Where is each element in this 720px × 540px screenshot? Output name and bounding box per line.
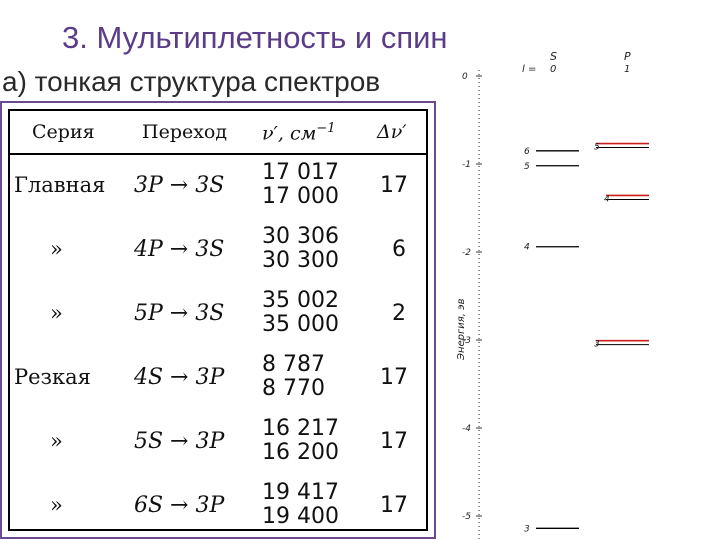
p-column-l: 1	[624, 64, 630, 75]
series-cell: Резкая	[14, 365, 91, 389]
l-header: l =	[522, 64, 536, 75]
axis-tick-label: -1	[462, 160, 471, 170]
transition-cell: 4S → 3P	[134, 365, 225, 390]
s-column-name: S	[550, 50, 557, 63]
energy-level-diagram: Энергия, эв 0 -1 -2 -3 -4 -5 l = S 0 P 1 6 5 4 3…	[456, 50, 649, 540]
header-series: Серия	[32, 121, 95, 143]
transition-cell: 5S → 3P	[134, 429, 225, 454]
delta-cell: 17	[380, 365, 408, 390]
axis-tick-label: 0	[462, 72, 468, 82]
frequency-cell-2: 17 000	[262, 184, 339, 209]
axis-tick-label: -3	[462, 336, 471, 346]
series-cell: Главная	[14, 173, 106, 197]
energy-axis-label: Энергия, эв	[456, 298, 467, 361]
s-column-l: 0	[550, 64, 556, 75]
s-level-label: 5	[524, 162, 530, 172]
p-level-label: 5	[594, 143, 600, 153]
s-level-label: 4	[524, 243, 530, 253]
slide-title: 3. Мультиплетность и спин	[62, 20, 448, 55]
transition-cell: 3P → 3S	[134, 173, 225, 198]
frequency-cell-2: 30 300	[262, 248, 339, 273]
p-column-name: P	[624, 50, 631, 63]
frequency-cell-1: 35 002	[262, 288, 339, 313]
frequency-cell-1: 8 787	[262, 352, 325, 377]
frequency-cell-2: 16 200	[262, 440, 339, 465]
series-cell: »	[50, 301, 63, 325]
header-frequency: ν′, см−1	[262, 121, 336, 145]
frequency-cell-1: 16 217	[262, 416, 339, 441]
frequency-cell-2: 8 770	[262, 376, 325, 401]
header-delta: Δν′	[377, 121, 407, 143]
series-cell: »	[50, 237, 63, 261]
p-level-label: 4	[604, 194, 610, 204]
transition-cell: 4P → 3S	[134, 237, 225, 262]
transition-cell: 5P → 3S	[134, 301, 225, 326]
header-frequency-exponent: −1	[316, 121, 336, 136]
delta-cell: 17	[380, 493, 408, 518]
header-transition: Переход	[142, 121, 228, 143]
axis-tick-label: -4	[462, 424, 471, 434]
axis-tick-label: -2	[462, 248, 471, 258]
energy-axis-ticks: 0 -1 -2 -3 -4 -5	[462, 72, 482, 522]
s-level-label: 6	[524, 147, 530, 157]
series-cell: »	[50, 493, 63, 517]
delta-cell: 2	[392, 301, 406, 326]
energy-levels: 6 5 4 3 5 4 3	[524, 143, 649, 534]
frequency-cell-1: 30 306	[262, 224, 339, 249]
slide-subtitle: а) тонкая структура спектров	[2, 66, 381, 97]
series-cell: »	[50, 429, 63, 453]
frequency-cell-2: 19 400	[262, 504, 339, 529]
p-level-label: 3	[594, 340, 600, 350]
s-level-label: 3	[524, 524, 530, 534]
spectra-table: Серия Переход ν′, см−1 Δν′ Главная 3P → 3…	[8, 109, 428, 531]
transition-cell: 6S → 3P	[134, 493, 225, 518]
frequency-cell-1: 19 417	[262, 480, 339, 505]
spectra-table-image: Серия Переход ν′, см−1 Δν′ Главная 3P → 3…	[0, 101, 436, 539]
delta-cell: 17	[380, 173, 408, 198]
header-divider	[10, 153, 426, 155]
frequency-cell-1: 17 017	[262, 160, 339, 185]
axis-tick-label: -5	[462, 512, 471, 522]
delta-cell: 6	[392, 237, 406, 262]
frequency-cell-2: 35 000	[262, 312, 339, 337]
delta-cell: 17	[380, 429, 408, 454]
